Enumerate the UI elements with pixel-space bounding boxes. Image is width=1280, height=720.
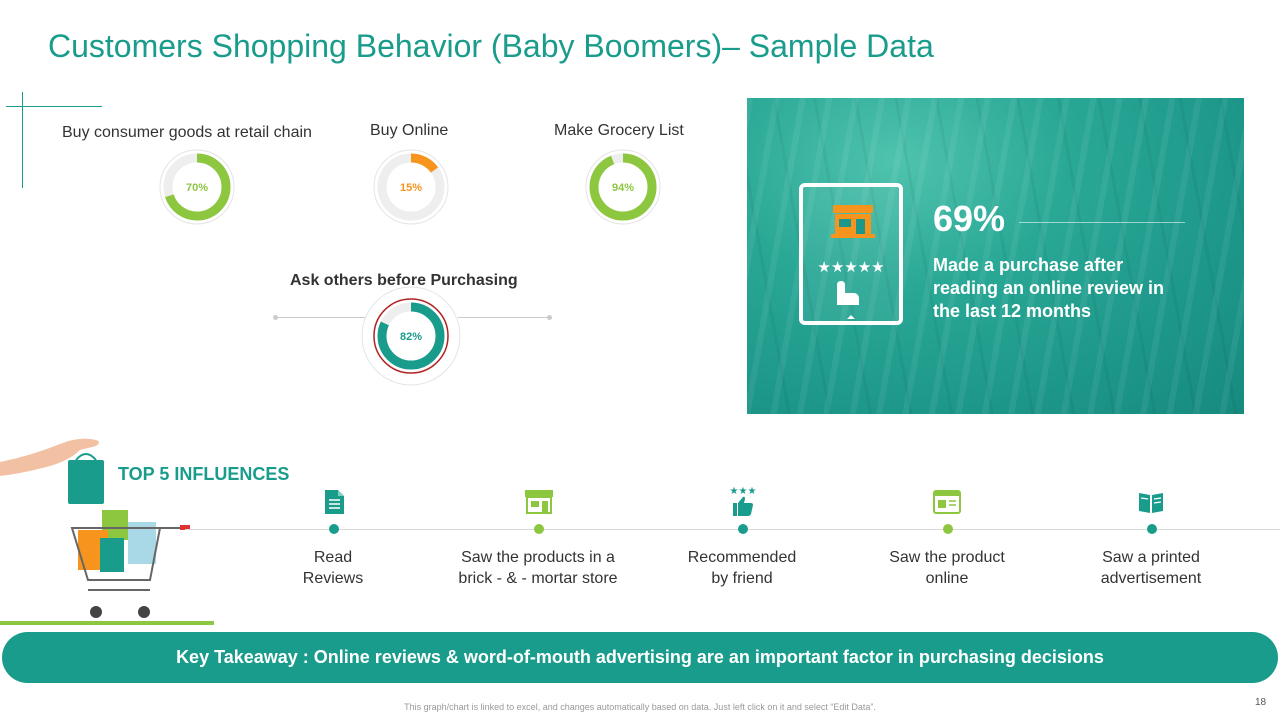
green-accent-bar: [0, 621, 214, 625]
influence-label-4: Saw the product online: [847, 547, 1047, 589]
influence-label-2-line1: Saw the products in a: [461, 549, 615, 566]
stat-label-grocery-list: Make Grocery List: [554, 122, 684, 139]
store-icon: [831, 205, 875, 238]
ask-connector-dot-left: [273, 315, 278, 320]
stat-label-retail-chain: Buy consumer goods at retail chain: [62, 124, 312, 141]
arm-hand-icon: [0, 438, 99, 476]
influences-timeline: [185, 529, 1280, 530]
shopping-cart-illustration: [0, 430, 200, 622]
influence-label-5-line2: advertisement: [1100, 570, 1202, 587]
influence-marker-2: [534, 524, 544, 534]
influence-label-4-line1: Saw the product: [889, 549, 1005, 566]
cart-handle-grip: [180, 525, 190, 530]
thumbs-up-stars-icon: ★★★: [727, 484, 759, 518]
donut-outer-ring: [361, 286, 461, 386]
donut-chart-grocery-list: 94%: [585, 149, 661, 225]
document-checklist-icon: [320, 488, 348, 516]
stat-label-ask-others: Ask others before Purchasing: [290, 272, 518, 289]
browser-window-icon: [933, 488, 961, 516]
donut-ask-others: 82%: [361, 286, 461, 386]
cart-wheel-left: [90, 606, 102, 618]
donut-chart-buy-online: 15%: [373, 149, 449, 225]
influence-label-1-line1: Read: [313, 549, 353, 566]
store-review-illustration: ★★★★★: [817, 205, 885, 319]
influences-title: TOP 5 INFLUENCES: [118, 464, 290, 484]
cart-basket: [70, 527, 162, 581]
donut-arc: [163, 153, 231, 221]
donut-value-label: 70%: [186, 182, 208, 194]
donut-value-label: 82%: [400, 331, 422, 343]
page-number: 18: [1255, 697, 1267, 708]
influence-label-2: Saw the products in a brick - & - mortar…: [438, 547, 638, 589]
footer-note: This graph/chart is linked to excel, and…: [404, 702, 876, 712]
influence-label-4-line2: online: [925, 570, 969, 587]
donut-chart-retail-chain: 70%: [159, 149, 235, 225]
donut-arc: [589, 153, 657, 221]
store-door: [856, 219, 865, 234]
influence-label-3-line2: by friend: [711, 570, 773, 587]
donut-value-label: 94%: [612, 182, 634, 194]
ask-connector-right: [458, 317, 550, 318]
clothing-rack-background: [747, 98, 1244, 414]
shopping-cart-svg: [0, 438, 190, 618]
donut-grocery-list: 94%: [584, 148, 662, 226]
donut-chart-ask-others: 82%: [361, 286, 461, 386]
influence-label-5-line1: Saw a printed: [1102, 549, 1200, 566]
review-percent: 69%: [933, 198, 1006, 239]
store-base: [831, 234, 875, 238]
cart-wheel-right: [138, 606, 150, 618]
donut-arc: [377, 153, 445, 221]
influence-label-3: Recommended by friend: [642, 547, 842, 589]
bag-handle: [75, 453, 97, 461]
tablet-review-icon: ★★★★★: [799, 183, 903, 325]
influence-label-2-line2: brick - & - mortar store: [458, 570, 618, 587]
cart-bag-teal: [100, 538, 124, 572]
stat-label-buy-online: Buy Online: [370, 122, 449, 139]
influence-label-1: Read Reviews: [233, 547, 433, 589]
page-title: Customers Shopping Behavior (Baby Boomer…: [48, 28, 934, 64]
donut-value-label: 15%: [400, 182, 422, 194]
influence-label-5: Saw a printed advertisement: [1051, 547, 1251, 589]
percent-underline: [1019, 222, 1185, 223]
open-magazine-icon: [1137, 488, 1165, 516]
storefront-icon: [524, 488, 553, 516]
influence-marker-4: [943, 524, 953, 534]
influence-label-3-line1: Recommended: [687, 549, 797, 566]
corner-decoration-vertical: [22, 92, 23, 188]
review-description: Made a purchase after reading an online …: [933, 255, 1165, 321]
rating-stars: ★★★★★: [817, 258, 884, 276]
influence-marker-3: [738, 524, 748, 534]
donut-arc: [377, 302, 445, 370]
ask-connector-dot-right: [547, 315, 552, 320]
corner-decoration-horizontal: [6, 106, 102, 107]
donut-retail-chain: 70%: [158, 148, 236, 226]
donut-accent-ring: [373, 298, 449, 374]
svg-text:★★★: ★★★: [730, 486, 757, 497]
pointing-hand-icon: [837, 281, 859, 305]
store-awning: [833, 205, 873, 213]
tablet-home-button: [847, 315, 855, 319]
influence-label-1-line2: Reviews: [302, 570, 364, 587]
review-stat-panel: ★★★★★ 69% Made a purchase after reading …: [747, 98, 1244, 414]
donut-buy-online: 15%: [372, 148, 450, 226]
key-takeaway-banner: Key Takeaway : Online reviews & word-of-…: [2, 632, 1278, 683]
influence-marker-5: [1147, 524, 1157, 534]
influence-marker-1: [329, 524, 339, 534]
hanging-bag-icon: [68, 460, 104, 504]
store-window: [839, 219, 851, 227]
ask-connector-left: [276, 317, 368, 318]
